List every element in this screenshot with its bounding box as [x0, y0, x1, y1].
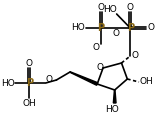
Text: O: O: [98, 3, 105, 11]
Text: O: O: [93, 44, 100, 53]
Text: O: O: [45, 76, 52, 84]
Text: O: O: [127, 3, 134, 11]
Text: P: P: [127, 23, 134, 33]
Text: OH: OH: [22, 99, 36, 109]
Text: HO: HO: [103, 5, 117, 15]
Text: O: O: [147, 23, 154, 33]
Text: O: O: [132, 52, 139, 60]
Text: HO: HO: [105, 106, 119, 114]
Text: OH: OH: [140, 77, 154, 87]
Text: O: O: [26, 58, 33, 68]
Text: P: P: [97, 23, 105, 33]
Polygon shape: [70, 72, 98, 85]
Text: HO: HO: [1, 79, 15, 87]
Polygon shape: [113, 90, 116, 103]
Text: O: O: [97, 63, 104, 72]
Text: O: O: [112, 30, 119, 38]
Text: P: P: [26, 78, 33, 88]
Text: HO: HO: [71, 23, 85, 33]
